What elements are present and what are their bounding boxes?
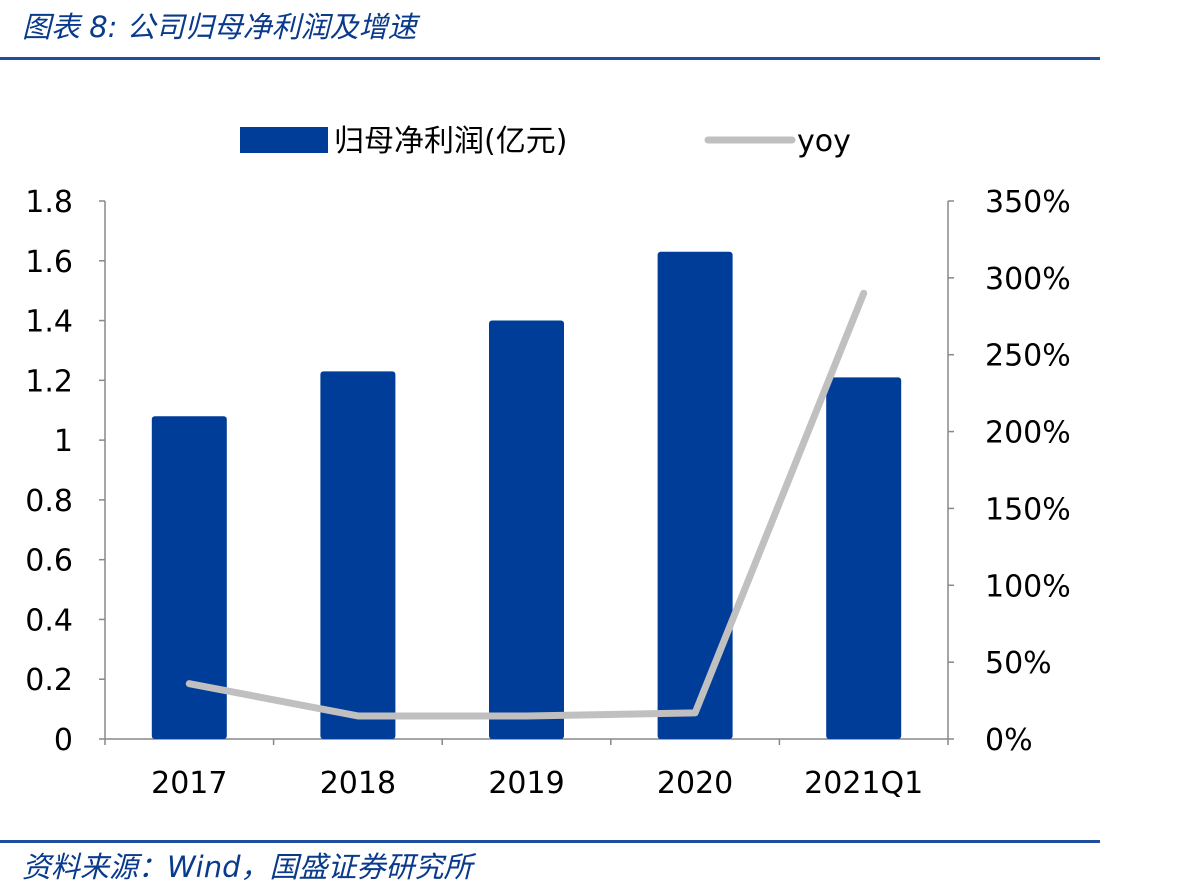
y-left-tick-label: 1: [54, 424, 73, 459]
bottom-rule: [0, 840, 1100, 843]
bar-2021Q1: [826, 377, 902, 739]
yoy-point-2017: [188, 683, 190, 685]
legend-swatch-bar: [240, 127, 328, 153]
y-right-tick-label: 300%: [985, 262, 1071, 297]
y-left-tick-label: 0.8: [25, 484, 73, 519]
figure-title: 图表 8: 公司归母净利润及增速: [22, 10, 417, 44]
y-right-tick-label: 250%: [985, 339, 1071, 374]
y-left-tick-label: 1.6: [25, 245, 73, 280]
y-right-tick-label: 50%: [985, 646, 1052, 681]
figure-source: 资料来源：Wind，国盛证券研究所: [22, 850, 473, 884]
legend-label-bar: 归母净利润(亿元): [334, 124, 567, 159]
x-tick-label: 2020: [657, 766, 733, 801]
bar-series: [151, 251, 902, 740]
bar-2017: [151, 416, 227, 739]
bar-2018: [320, 371, 396, 739]
y-left-tick-label: 0: [54, 723, 73, 758]
yoy-point-2020: [694, 712, 696, 714]
legend: 归母净利润(亿元) yoy: [240, 124, 851, 159]
yoy-point-2018: [357, 715, 359, 717]
bar-2019: [489, 320, 564, 739]
x-tick-label: 2019: [488, 766, 564, 801]
yoy-point-2021Q1: [863, 292, 865, 294]
y-left-tick-label: 1.4: [25, 305, 73, 340]
y-right-tick-label: 0%: [985, 723, 1033, 758]
y-left-tick-label: 0.4: [25, 603, 73, 638]
axes: 0 0.2 0.4 0.6 0.8 1 1.2 1.4 1.6 1.8 0% 50% 100% 150% 2…: [25, 185, 1071, 758]
line-series: [185, 289, 868, 720]
x-tick-label: 2017: [151, 766, 227, 801]
y-left-tick-label: 1.2: [25, 364, 73, 399]
bar-2020: [657, 251, 733, 740]
y-left-tick-label: 0.6: [25, 544, 73, 579]
y-left-tick-label: 0.2: [25, 663, 73, 698]
yoy-point-2019: [526, 715, 527, 717]
y-left-tick-label: 1.8: [25, 185, 73, 220]
y-right-tick-label: 350%: [985, 185, 1071, 220]
top-rule: [0, 57, 1100, 60]
x-tick-label: 2018: [320, 766, 396, 801]
y-right-tick-label: 200%: [985, 416, 1071, 451]
y-right-tick-label: 150%: [985, 492, 1071, 527]
y-right-tick-label: 100%: [985, 569, 1071, 604]
x-tick-label: 2021Q1: [804, 766, 923, 801]
x-axis-labels: 2017 2018 2019 2020 2021Q1: [151, 766, 923, 801]
legend-label-line: yoy: [797, 124, 851, 159]
